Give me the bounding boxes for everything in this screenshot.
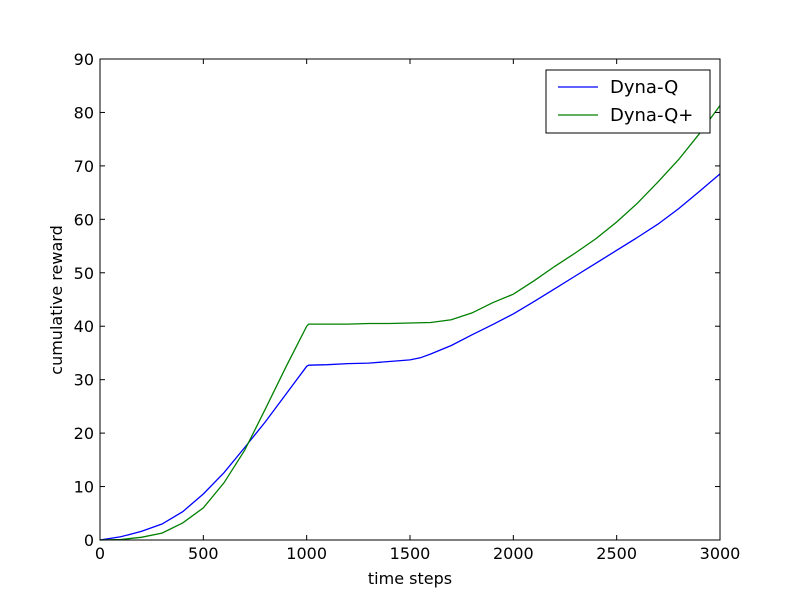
x-tick-label: 500 (188, 544, 219, 563)
x-tick-label: 1000 (286, 544, 327, 563)
legend: Dyna-Q Dyna-Q+ (545, 69, 711, 134)
x-tick-label: 1500 (390, 544, 431, 563)
x-axis-label: time steps (368, 569, 452, 588)
ticks-layer: 0 500 1000 1500 2000 2500 3000 0 10 20 30 40 50 60 70 8… (74, 50, 741, 563)
x-tick-label: 2500 (596, 544, 637, 563)
series-line-dyna-q-plus (99, 105, 721, 541)
x-tick-label: 0 (95, 544, 105, 563)
y-tick-label: 10 (74, 478, 94, 497)
plot-area (100, 59, 720, 540)
y-tick-label: 70 (74, 157, 94, 176)
y-tick-label: 90 (74, 50, 94, 69)
y-tick-label: 30 (74, 371, 94, 390)
legend-label: Dyna-Q (610, 77, 678, 98)
series-line-dyna-q (99, 173, 721, 541)
series-layer (99, 105, 721, 541)
legend-box (545, 69, 711, 134)
y-tick-label: 0 (84, 531, 94, 550)
y-tick-label: 50 (74, 264, 94, 283)
y-tick-label: 80 (74, 103, 94, 122)
x-tick-label: 3000 (700, 544, 741, 563)
y-tick-label: 40 (74, 317, 94, 336)
y-tick-label: 20 (74, 424, 94, 443)
y-axis-label: cumulative reward (47, 225, 66, 374)
legend-label: Dyna-Q+ (610, 105, 693, 126)
y-tick-label: 60 (74, 210, 94, 229)
x-tick-label: 2000 (493, 544, 534, 563)
